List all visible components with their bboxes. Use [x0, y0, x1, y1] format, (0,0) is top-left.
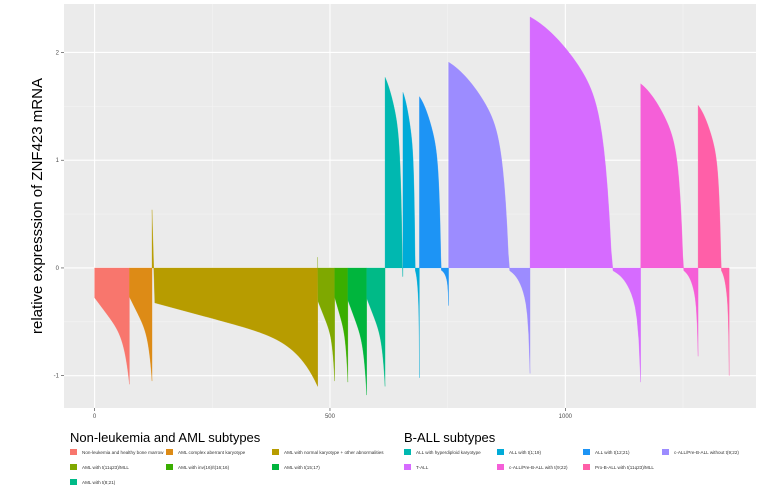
legend-swatch: [404, 464, 411, 470]
legend-item: AML with t(11q23)/MLL: [70, 464, 129, 470]
legend-swatch: [583, 464, 590, 470]
legend-label: T-ALL: [416, 464, 429, 470]
legend-swatch: [497, 449, 504, 455]
legend-label: Non-leukemia and healthy bone marrow: [82, 449, 164, 455]
legend-label: AML complex aberrant karyotype: [178, 449, 246, 455]
legend-label: Pro-B-ALL with t(11q23)/MLL: [595, 464, 654, 470]
legend-swatch: [583, 449, 590, 455]
legend-item: c-ALL/Pre-B-ALL with t(9;22): [497, 464, 568, 470]
bar-series-6: [347, 267, 367, 396]
y-tick-label: 0: [56, 266, 60, 272]
bar-series-2: [129, 267, 153, 382]
legend-item: Non-leukemia and healthy bone marrow: [70, 449, 163, 455]
legend-label: ALL with t(1;19): [509, 449, 542, 455]
legend-item: c-ALL/Pre-B-ALL without t(9;22): [662, 449, 739, 455]
legend-item: AML with inv(16)/t(16;16): [166, 464, 229, 470]
legend-label: ALL with t(12;21): [595, 449, 630, 455]
legend-item: ALL with hyperdiploid karyotype: [404, 449, 481, 455]
bar-series-14: [697, 104, 730, 376]
bar-series-3: [151, 209, 318, 387]
bar-series-8: [384, 77, 404, 277]
legend-item: AML complex aberrant karyotype: [166, 449, 245, 455]
legend-swatch: [166, 464, 173, 470]
legend-swatch: [272, 449, 279, 455]
legend-swatch: [497, 464, 504, 470]
legend-item: ALL with t(1;19): [497, 449, 541, 455]
legend-item: AML with t(8;21): [70, 479, 115, 485]
legend-swatch: [70, 479, 77, 485]
y-tick-label: 2: [56, 50, 60, 56]
y-tick-label: -1: [54, 374, 60, 380]
legend-label: AML with normal karyotype + other abnorm…: [284, 449, 384, 455]
x-tick-label: 0: [93, 414, 97, 420]
bar-series-4: [317, 257, 335, 382]
legend-item: T-ALL: [404, 464, 428, 470]
bar-series-1: [94, 267, 130, 385]
bar-series-13: [640, 83, 699, 357]
legend-swatch: [70, 449, 77, 455]
legend-swatch: [404, 449, 411, 455]
bar-series-12: [529, 16, 641, 383]
legend-label: c-ALL/Pre-B-ALL without t(9;22): [674, 449, 739, 455]
legend-swatch: [272, 464, 279, 470]
legend-title-ball: B-ALL subtypes: [404, 430, 496, 445]
legend-label: AML with inv(16)/t(16;16): [178, 464, 230, 470]
bar-series-10: [419, 96, 449, 306]
bar-series-5: [334, 267, 349, 383]
x-tick-label: 1000: [559, 414, 573, 420]
y-tick-label: 1: [56, 158, 60, 164]
y-axis-title: relative expresssion of ZNF423 mRNA: [29, 78, 46, 334]
legend-label: AML with t(11q23)/MLL: [82, 464, 129, 470]
legend-item: ALL with t(12;21): [583, 449, 630, 455]
legend-swatch: [662, 449, 669, 455]
legend-item: AML with normal karyotype + other abnorm…: [272, 449, 384, 455]
legend-swatch: [70, 464, 77, 470]
x-tick-label: 500: [325, 414, 336, 420]
legend-label: c-ALL/Pre-B-ALL with t(9;22): [509, 464, 568, 470]
legend-label: AML with t(15;17): [284, 464, 320, 470]
bar-series-9: [402, 92, 420, 378]
bar-series-11: [448, 61, 531, 374]
legend-item: Pro-B-ALL with t(11q23)/MLL: [583, 464, 654, 470]
legend-label: AML with t(8;21): [82, 479, 116, 485]
legend-label: ALL with hyperdiploid karyotype: [416, 449, 481, 455]
bar-series-7: [366, 267, 386, 387]
legend-swatch: [166, 449, 173, 455]
legend-item: AML with t(15;17): [272, 464, 320, 470]
legend-title-aml: Non-leukemia and AML subtypes: [70, 430, 261, 445]
